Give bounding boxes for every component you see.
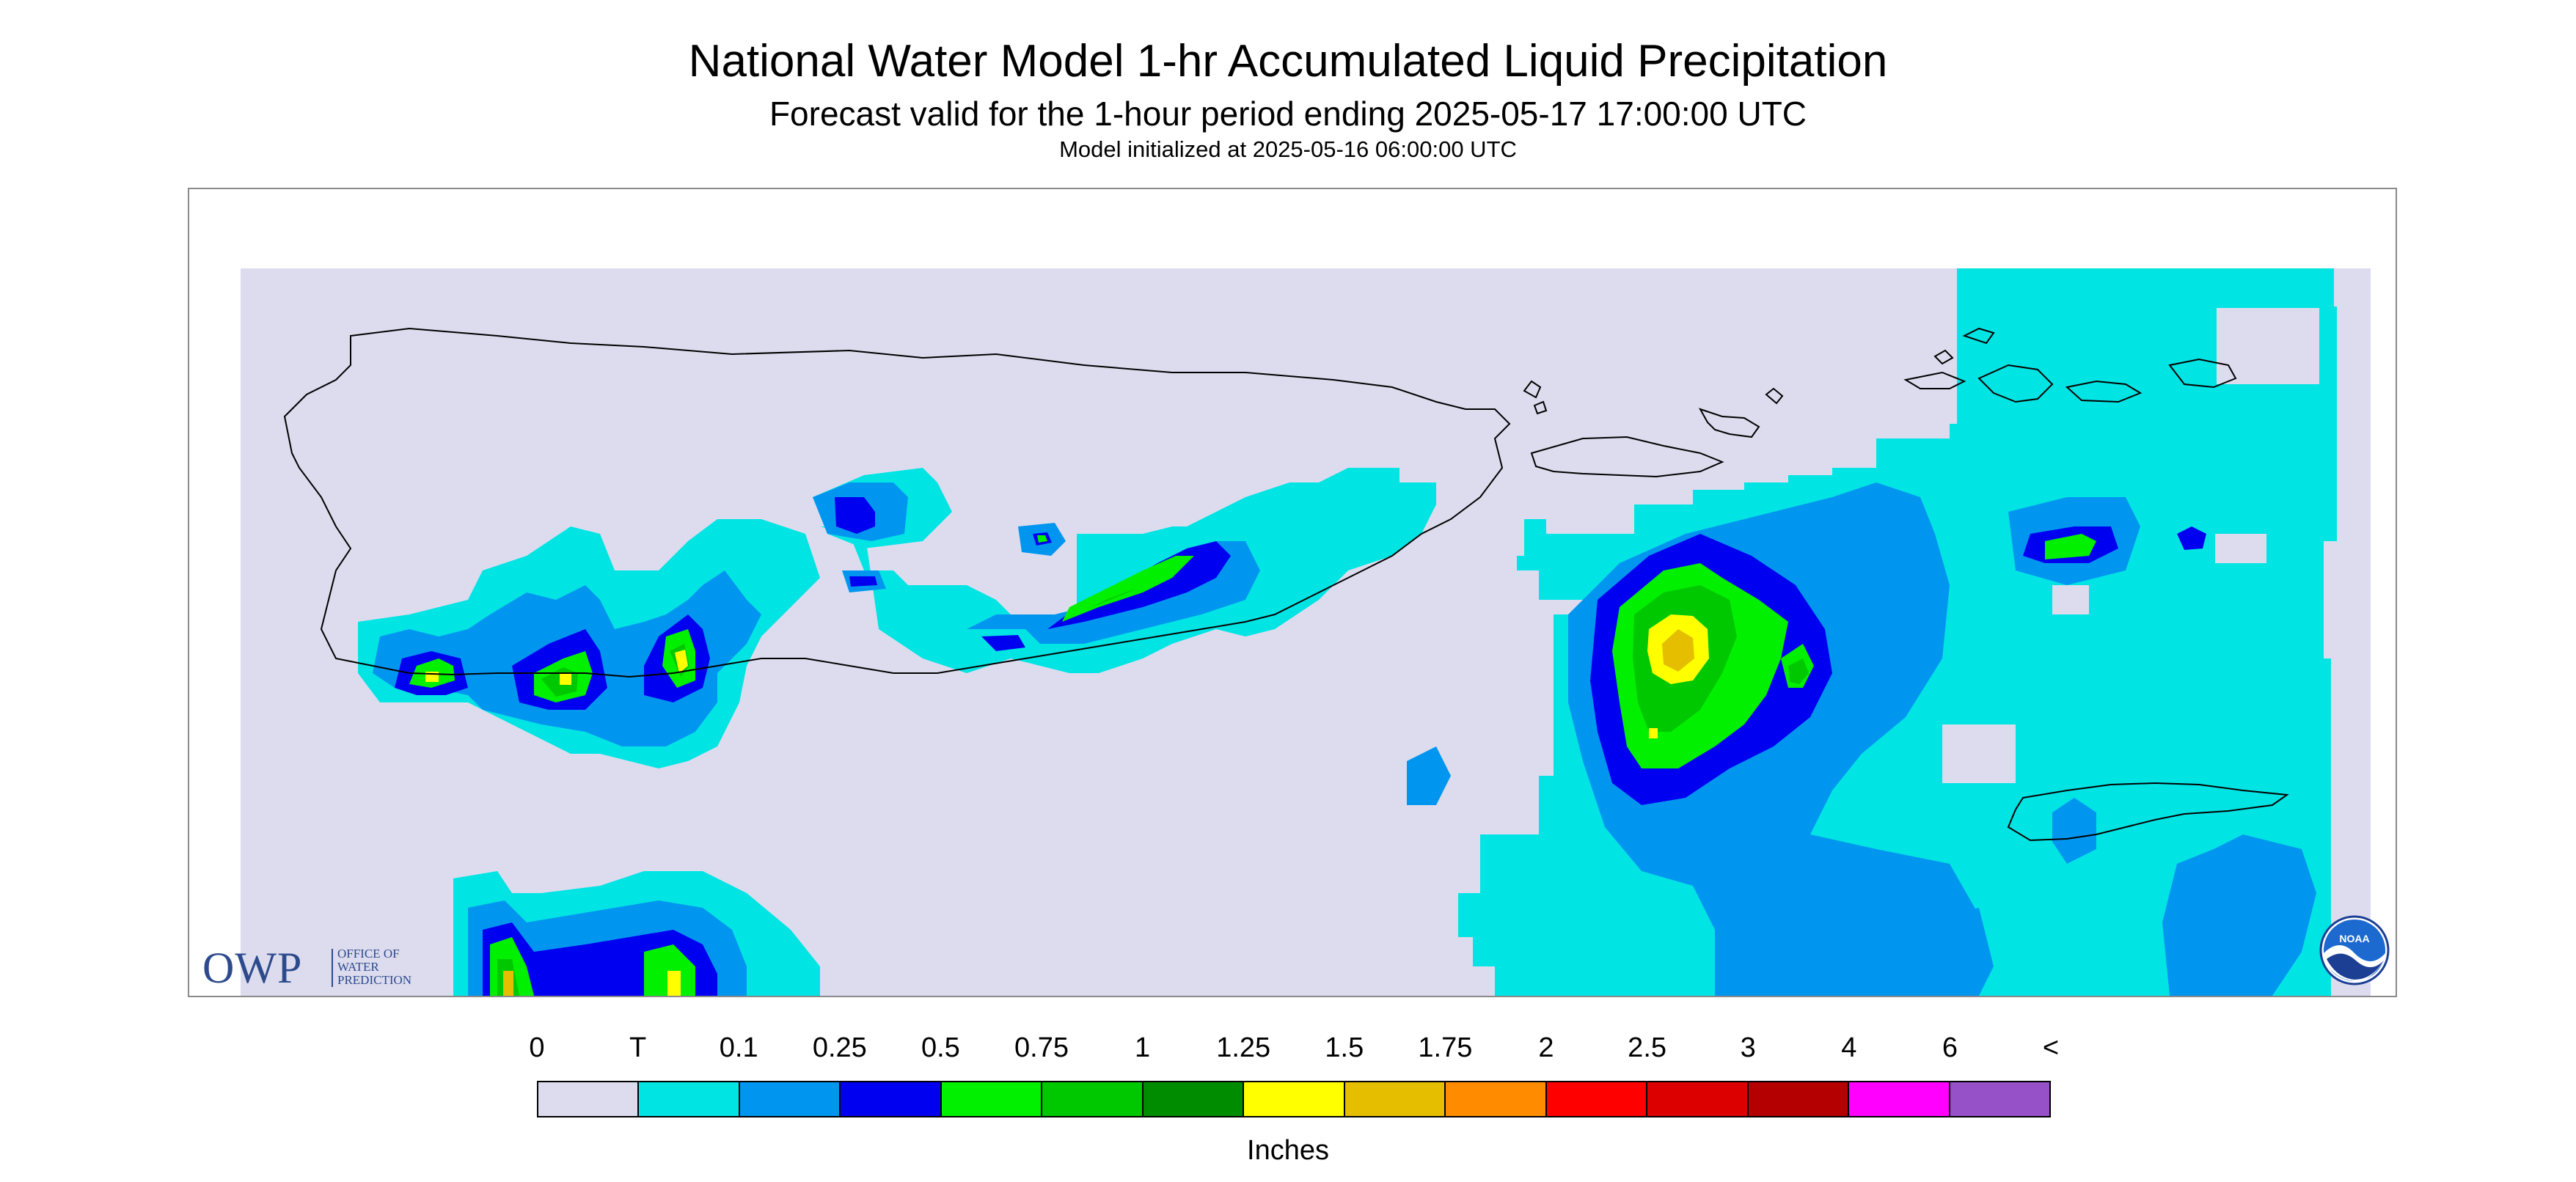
precip-region-west bbox=[358, 519, 820, 768]
precip-region-southwest bbox=[453, 871, 820, 996]
legend-swatch bbox=[1748, 1082, 1850, 1116]
legend-tick-label: 1.5 bbox=[1325, 1032, 1364, 1063]
legend-tick-label: 2.5 bbox=[1628, 1032, 1667, 1063]
owp-logo-subtitle: OFFICE OF WATER PREDICTION bbox=[337, 947, 440, 987]
coastline-puerto-rico bbox=[283, 327, 2289, 842]
precip-region-central bbox=[813, 468, 1436, 673]
model-init-line: Model initialized at 2025-05-16 06:00:00… bbox=[1059, 136, 1517, 162]
noaa-logo: NOAA bbox=[2319, 915, 2390, 985]
legend-swatch bbox=[538, 1082, 640, 1116]
legend-tick-label: 0 bbox=[529, 1032, 545, 1063]
no-precip-lower-left bbox=[241, 673, 249, 996]
owp-logo-line1: OFFICE OF bbox=[337, 947, 400, 961]
owp-logo-letters: OWP bbox=[202, 944, 303, 992]
owp-logo-divider bbox=[332, 949, 333, 987]
no-precip-pocket bbox=[2215, 534, 2266, 563]
legend-swatch bbox=[739, 1082, 841, 1116]
legend-colorbar bbox=[537, 1081, 2051, 1117]
legend-tick-label: 0.75 bbox=[1014, 1032, 1069, 1063]
legend-tick-label: 3 bbox=[1740, 1032, 1756, 1063]
map-frame: OWP OFFICE OF WATER PREDICTION NOAA bbox=[188, 188, 2397, 997]
no-precip-pocket bbox=[2217, 308, 2319, 384]
legend-swatch bbox=[1647, 1082, 1749, 1116]
legend-tick-label: 2 bbox=[1538, 1032, 1554, 1063]
legend-tick-label: 0.25 bbox=[812, 1032, 867, 1063]
no-precip-pocket bbox=[2052, 585, 2089, 614]
legend-tick-label: 4 bbox=[1841, 1032, 1857, 1063]
precipitation-map bbox=[241, 268, 2371, 996]
map-subtitle: Forecast valid for the 1-hour period end… bbox=[769, 95, 1807, 133]
legend-tick-label: 1.25 bbox=[1216, 1032, 1271, 1063]
legend-swatch bbox=[1143, 1082, 1245, 1116]
precip-region-east bbox=[1407, 268, 2337, 996]
legend-tick-label: 0.1 bbox=[719, 1032, 758, 1063]
owp-logo-line3: PREDICTION bbox=[337, 973, 412, 987]
legend-tick-label: < bbox=[2042, 1032, 2060, 1063]
legend-tick-label: 6 bbox=[1942, 1032, 1958, 1063]
legend-swatch bbox=[941, 1082, 1043, 1116]
legend-units: Inches bbox=[1247, 1135, 1329, 1166]
legend-swatch bbox=[1950, 1082, 2050, 1116]
legend-swatch bbox=[841, 1082, 942, 1116]
legend-tick-label: 1 bbox=[1135, 1032, 1151, 1063]
legend-swatch bbox=[1849, 1082, 1950, 1116]
legend-swatch bbox=[1244, 1082, 1345, 1116]
noaa-logo-icon bbox=[2319, 915, 2390, 985]
no-precip-pocket bbox=[1942, 724, 2016, 783]
legend-swatch bbox=[1546, 1082, 1648, 1116]
owp-logo-line2: WATER bbox=[337, 960, 379, 974]
map-title: National Water Model 1-hr Accumulated Li… bbox=[688, 36, 1888, 87]
noaa-logo-text: NOAA bbox=[2339, 933, 2370, 944]
legend-swatch bbox=[639, 1082, 740, 1116]
legend-swatch bbox=[1344, 1082, 1446, 1116]
legend-tick-label: 0.5 bbox=[921, 1032, 960, 1063]
legend-swatch bbox=[1042, 1082, 1144, 1116]
legend-labels: 0 T 0.1 0.25 0.5 0.75 1 1.25 1.5 1.75 2 2.5 3 4 6 < bbox=[0, 1032, 2576, 1069]
legend-tick-label: 1.75 bbox=[1418, 1032, 1473, 1063]
owp-logo: OWP OFFICE OF WATER PREDICTION bbox=[202, 944, 444, 991]
legend-tick-label: T bbox=[629, 1032, 647, 1063]
legend-swatch bbox=[1446, 1082, 1547, 1116]
